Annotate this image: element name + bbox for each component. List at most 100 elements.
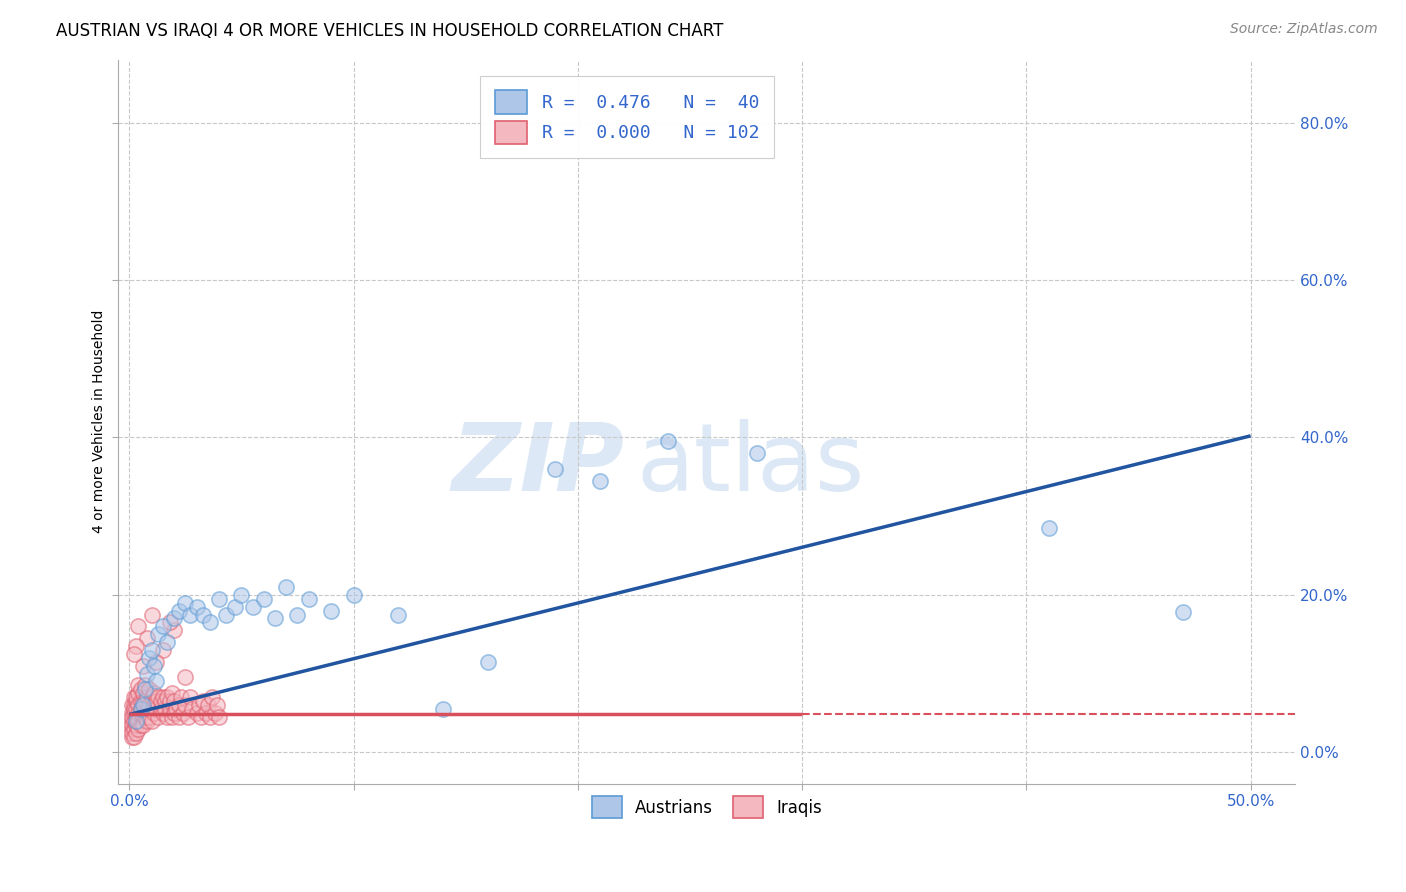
- Point: [132, 694, 155, 708]
- Y-axis label: 4 or more Vehicles in Household: 4 or more Vehicles in Household: [93, 310, 107, 533]
- Point: [143, 658, 166, 673]
- Point: [544, 462, 567, 476]
- Point: [129, 702, 152, 716]
- Point: [121, 725, 143, 739]
- Point: [132, 698, 155, 712]
- Point: [121, 714, 143, 728]
- Point: [179, 607, 201, 622]
- Point: [129, 702, 152, 716]
- Point: [136, 690, 159, 705]
- Point: [253, 591, 276, 606]
- Point: [181, 702, 204, 716]
- Point: [163, 694, 186, 708]
- Point: [163, 611, 186, 625]
- Point: [657, 434, 679, 449]
- Point: [125, 690, 148, 705]
- Point: [136, 714, 159, 728]
- Point: [134, 710, 156, 724]
- Point: [152, 690, 174, 705]
- Point: [176, 710, 198, 724]
- Point: [149, 702, 172, 716]
- Point: [122, 647, 145, 661]
- Point: [125, 639, 148, 653]
- Point: [167, 710, 190, 724]
- Point: [145, 674, 167, 689]
- Point: [148, 710, 170, 724]
- Point: [125, 694, 148, 708]
- Point: [138, 698, 160, 712]
- Point: [122, 714, 145, 728]
- Point: [198, 710, 221, 724]
- Point: [153, 702, 176, 716]
- Point: [121, 710, 143, 724]
- Point: [143, 686, 166, 700]
- Point: [174, 671, 197, 685]
- Point: [156, 635, 179, 649]
- Point: [129, 717, 152, 731]
- Point: [264, 611, 287, 625]
- Point: [127, 686, 149, 700]
- Point: [159, 615, 181, 630]
- Point: [152, 643, 174, 657]
- Point: [132, 686, 155, 700]
- Point: [141, 607, 163, 622]
- Point: [138, 650, 160, 665]
- Point: [190, 710, 212, 724]
- Point: [1038, 521, 1060, 535]
- Text: ZIP: ZIP: [451, 419, 624, 511]
- Point: [152, 706, 174, 720]
- Point: [134, 682, 156, 697]
- Point: [193, 694, 215, 708]
- Point: [145, 655, 167, 669]
- Point: [208, 710, 231, 724]
- Point: [143, 698, 166, 712]
- Point: [160, 686, 183, 700]
- Point: [145, 694, 167, 708]
- Point: [127, 678, 149, 692]
- Point: [747, 446, 769, 460]
- Point: [122, 722, 145, 736]
- Point: [194, 706, 217, 720]
- Point: [134, 694, 156, 708]
- Point: [160, 710, 183, 724]
- Point: [197, 698, 219, 712]
- Point: [432, 702, 454, 716]
- Point: [122, 698, 145, 712]
- Point: [156, 690, 179, 705]
- Point: [121, 706, 143, 720]
- Point: [125, 714, 148, 728]
- Point: [141, 702, 163, 716]
- Point: [121, 722, 143, 736]
- Point: [129, 682, 152, 697]
- Point: [201, 690, 224, 705]
- Point: [163, 706, 186, 720]
- Point: [186, 599, 208, 614]
- Point: [163, 624, 186, 638]
- Point: [242, 599, 264, 614]
- Point: [125, 702, 148, 716]
- Point: [122, 730, 145, 744]
- Text: atlas: atlas: [636, 419, 865, 511]
- Point: [477, 655, 499, 669]
- Point: [121, 698, 143, 712]
- Point: [122, 690, 145, 705]
- Point: [174, 596, 197, 610]
- Point: [143, 706, 166, 720]
- Point: [132, 710, 155, 724]
- Point: [215, 607, 238, 622]
- Point: [198, 615, 221, 630]
- Point: [127, 619, 149, 633]
- Point: [129, 706, 152, 720]
- Point: [165, 702, 187, 716]
- Point: [167, 698, 190, 712]
- Point: [125, 714, 148, 728]
- Point: [287, 607, 309, 622]
- Point: [224, 599, 246, 614]
- Point: [205, 698, 228, 712]
- Point: [122, 706, 145, 720]
- Point: [136, 702, 159, 716]
- Point: [1173, 605, 1195, 619]
- Point: [141, 643, 163, 657]
- Point: [127, 698, 149, 712]
- Point: [159, 702, 181, 716]
